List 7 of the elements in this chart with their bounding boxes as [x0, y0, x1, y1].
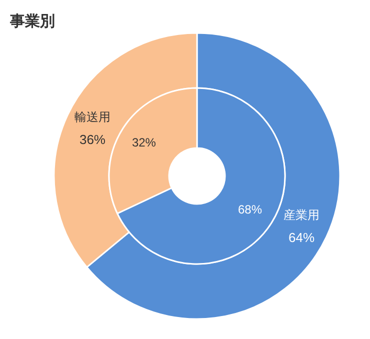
- chart-title: 事業別: [9, 13, 55, 30]
- data-label: 64%: [288, 230, 315, 246]
- data-label: 36%: [79, 132, 106, 147]
- slice-label: 輸送用: [74, 110, 110, 124]
- data-label: 32%: [132, 135, 156, 150]
- data-label: 68%: [238, 202, 262, 217]
- slice-label: 産業用: [284, 208, 320, 222]
